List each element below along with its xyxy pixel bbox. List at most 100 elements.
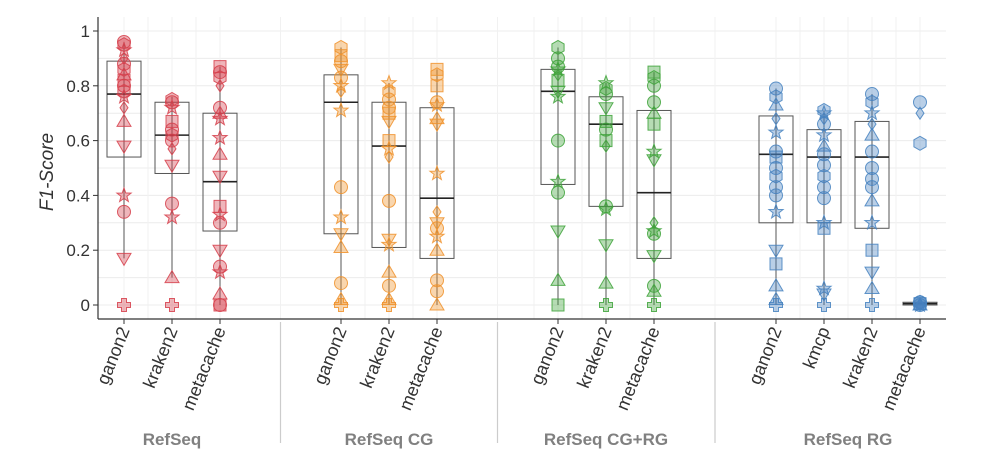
data-point (164, 269, 180, 284)
data-point (645, 221, 663, 239)
data-point (119, 100, 129, 115)
data-point (647, 70, 661, 86)
data-point (598, 275, 614, 289)
data-point (553, 67, 563, 82)
data-point (550, 85, 566, 100)
data-point (116, 252, 132, 267)
data-point (117, 298, 131, 312)
data-point (336, 84, 346, 99)
y-tick-label: 0.8 (66, 77, 90, 96)
data-point (211, 205, 229, 222)
data-point (380, 235, 398, 253)
data-point (163, 98, 181, 116)
data-point (432, 204, 442, 219)
data-point (429, 118, 445, 133)
tool-label: kraken2 (839, 324, 882, 391)
data-point (429, 110, 445, 125)
tool-label: ganon2 (527, 324, 568, 387)
data-point (212, 170, 228, 185)
data-point (212, 244, 228, 259)
data-point (382, 298, 396, 312)
data-point (912, 297, 928, 311)
box (106, 60, 142, 158)
data-point (863, 104, 881, 121)
data-point (164, 159, 180, 174)
data-point (599, 80, 613, 97)
data-point (430, 67, 444, 83)
data-point (167, 141, 177, 156)
data-point (551, 39, 565, 55)
data-point (865, 94, 879, 110)
data-point (865, 171, 879, 186)
data-point (865, 144, 879, 159)
box (636, 109, 672, 259)
data-point (115, 87, 133, 105)
data-point (599, 87, 613, 102)
data-point (551, 133, 565, 148)
data-point (769, 89, 783, 105)
boxes (106, 41, 938, 306)
tool-label: kmcp (799, 324, 834, 371)
data-point (211, 109, 229, 126)
data-point (646, 250, 662, 264)
box (202, 112, 238, 232)
group-label: RefSeq RG (804, 430, 893, 449)
data-point (769, 180, 783, 195)
box (323, 74, 359, 235)
data-point (646, 154, 662, 168)
data-point (647, 65, 661, 79)
data-point (549, 172, 567, 190)
data-point (215, 78, 225, 93)
box (854, 120, 890, 229)
data-point (165, 298, 179, 312)
data-point (817, 168, 831, 184)
data-point (817, 298, 831, 312)
data-point (429, 297, 445, 311)
data-point (865, 298, 879, 312)
data-point (601, 139, 611, 153)
data-point (865, 180, 879, 195)
data-point (819, 111, 829, 126)
data-point (551, 185, 565, 200)
data-point (867, 117, 877, 132)
data-point (117, 204, 131, 219)
box (154, 101, 190, 174)
box (758, 115, 794, 224)
data-point (551, 73, 565, 87)
data-point (381, 115, 397, 130)
data-point (332, 101, 350, 118)
data-point (768, 277, 784, 292)
data-point (380, 74, 398, 91)
data-point (646, 283, 662, 297)
group-separators (279, 322, 716, 443)
tool-label: metacache (878, 324, 930, 413)
data-point (333, 63, 349, 78)
data-point (769, 298, 783, 312)
data-point (817, 191, 831, 206)
data-point (771, 111, 781, 126)
data-point (647, 95, 661, 110)
data-point (767, 123, 785, 140)
data-point (647, 298, 661, 312)
data-point (332, 208, 350, 225)
data-point (817, 158, 831, 173)
data-point (382, 193, 396, 208)
data-point (429, 217, 445, 231)
data-point (428, 95, 446, 113)
data-point (333, 239, 349, 253)
data-point (817, 117, 831, 132)
data-point (430, 62, 444, 76)
data-point (864, 127, 880, 141)
data-point (769, 188, 783, 203)
data-point (213, 70, 227, 86)
data-point (599, 122, 613, 137)
data-point (429, 242, 445, 256)
tool-label: ganon2 (745, 324, 786, 387)
data-point (768, 244, 784, 259)
data-point (212, 286, 228, 300)
data-point (598, 239, 614, 253)
data-point (334, 276, 348, 291)
data-point (550, 225, 566, 240)
y-axis-title: F1-Score (37, 133, 58, 211)
